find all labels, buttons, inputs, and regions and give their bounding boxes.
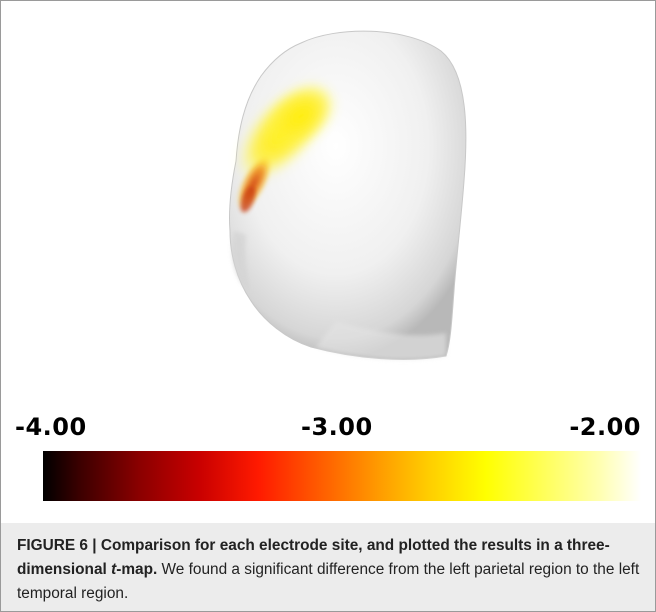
- caption-text: FIGURE 6 | Comparison for each electrode…: [17, 534, 647, 606]
- colorbar: [43, 451, 641, 501]
- figure-caption: FIGURE 6 | Comparison for each electrode…: [1, 523, 655, 611]
- colorbar-min-label: -4.00: [15, 413, 87, 441]
- ear-hint: [231, 231, 250, 291]
- neck-shading: [316, 321, 446, 360]
- head-3d-t-map: [228, 30, 467, 360]
- figure-description: We found a significant difference from t…: [17, 561, 640, 602]
- figure-title-italic: t: [111, 561, 117, 578]
- head-surface: [228, 30, 467, 360]
- figure-label: FIGURE 6 |: [17, 537, 97, 554]
- colorbar-mid-label: -3.00: [301, 413, 373, 441]
- colorbar-labels: -4.00 -3.00 -2.00: [1, 413, 655, 443]
- activation-yellow-upper: [264, 84, 338, 148]
- figure-title-part2: -map.: [116, 561, 158, 578]
- colorbar-max-label: -2.00: [569, 413, 641, 441]
- figure-title: Comparison for each electrode site, and …: [17, 537, 610, 578]
- figure-title-part1: Comparison for each electrode site, and …: [17, 537, 610, 578]
- activation-red-core: [240, 185, 256, 213]
